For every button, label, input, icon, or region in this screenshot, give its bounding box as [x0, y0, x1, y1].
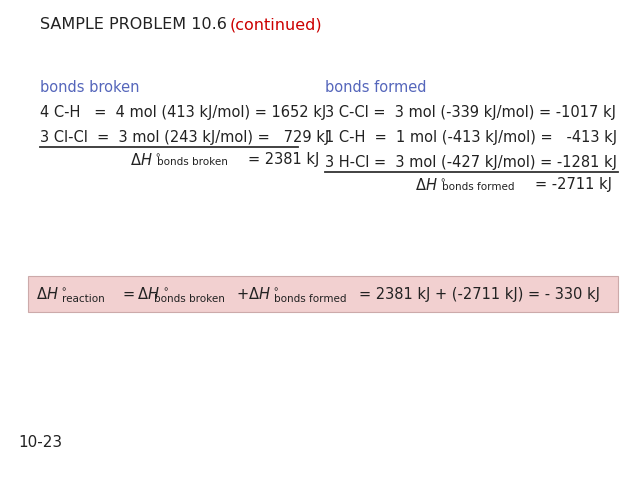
Text: 3 H-Cl =  3 mol (-427 kJ/mol) = -1281 kJ: 3 H-Cl = 3 mol (-427 kJ/mol) = -1281 kJ [325, 155, 617, 170]
Text: $= \Delta H^\circ$: $= \Delta H^\circ$ [120, 286, 169, 302]
FancyBboxPatch shape [28, 276, 618, 312]
Text: bonds broken: bonds broken [40, 80, 140, 95]
Text: bonds broken: bonds broken [157, 157, 228, 167]
Text: bonds formed: bonds formed [325, 80, 426, 95]
Text: bonds formed: bonds formed [274, 294, 346, 304]
Text: $\Delta H^\circ$: $\Delta H^\circ$ [415, 177, 446, 193]
Text: $\Delta H^\circ$: $\Delta H^\circ$ [130, 152, 161, 168]
Text: $\Delta H^\circ$: $\Delta H^\circ$ [36, 286, 67, 302]
Text: = 2381 kJ: = 2381 kJ [248, 152, 319, 167]
Text: 1 C-H  =  1 mol (-413 kJ/mol) =   -413 kJ: 1 C-H = 1 mol (-413 kJ/mol) = -413 kJ [325, 130, 617, 145]
Text: = -2711 kJ: = -2711 kJ [535, 177, 612, 192]
Text: bonds formed: bonds formed [442, 182, 515, 192]
Text: 3 C-Cl =  3 mol (-339 kJ/mol) = -1017 kJ: 3 C-Cl = 3 mol (-339 kJ/mol) = -1017 kJ [325, 105, 616, 120]
Text: 10-23: 10-23 [18, 435, 62, 450]
Text: bonds broken: bonds broken [154, 294, 225, 304]
Text: SAMPLE PROBLEM 10.6: SAMPLE PROBLEM 10.6 [40, 17, 227, 32]
Text: 4 C-H   =  4 mol (413 kJ/mol) = 1652 kJ: 4 C-H = 4 mol (413 kJ/mol) = 1652 kJ [40, 105, 326, 120]
Text: reaction: reaction [62, 294, 105, 304]
Text: 3 Cl-Cl  =  3 mol (243 kJ/mol) =   729 kJ: 3 Cl-Cl = 3 mol (243 kJ/mol) = 729 kJ [40, 130, 329, 145]
Text: $+ \Delta H^\circ$: $+ \Delta H^\circ$ [236, 286, 279, 302]
Text: (continued): (continued) [230, 17, 323, 32]
Text: = 2381 kJ + (-2711 kJ) = - 330 kJ: = 2381 kJ + (-2711 kJ) = - 330 kJ [359, 287, 600, 301]
